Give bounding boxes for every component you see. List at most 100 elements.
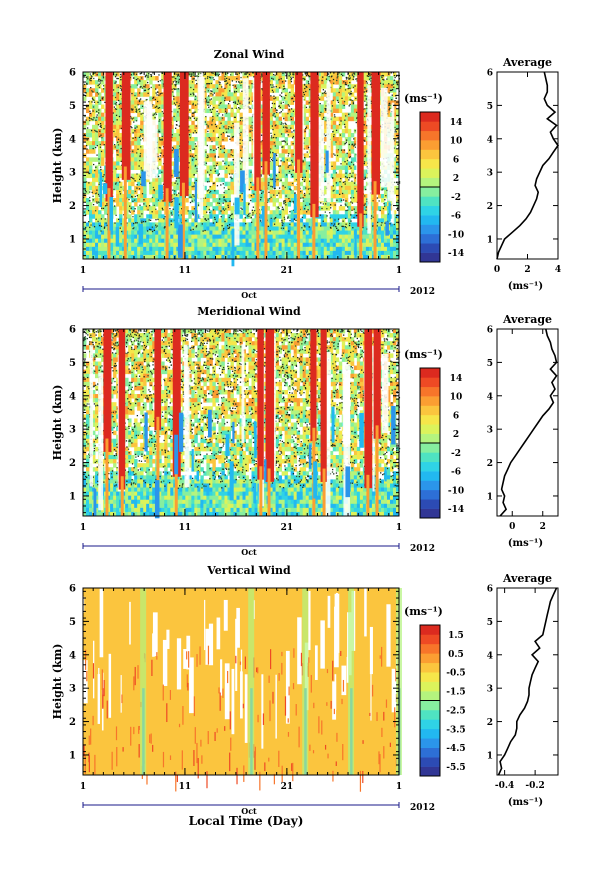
heatmap-cell — [302, 112, 307, 118]
heatmap-stipple — [174, 80, 176, 82]
heatmap-stipple — [219, 83, 221, 85]
heatmap-cell — [218, 120, 222, 126]
heatmap-stipple — [249, 137, 251, 139]
heatmap-cell — [305, 100, 310, 105]
heatmap-cell — [149, 234, 153, 240]
heatmap-cell — [332, 128, 337, 134]
heatmap-cell — [281, 88, 286, 93]
heatmap-stipple — [171, 134, 173, 136]
heatmap-stipple — [194, 181, 196, 184]
heatmap-stipple — [155, 92, 157, 94]
heatmap-cell — [362, 238, 367, 244]
heatmap-cell — [146, 226, 150, 231]
heatmap-cell — [194, 165, 198, 170]
heatmap-cell — [200, 238, 204, 244]
heatmap-stipple — [171, 83, 173, 85]
heatmap-cell — [239, 116, 243, 122]
heatmap-cell — [173, 193, 177, 199]
heatmap-cell — [194, 169, 198, 175]
heatmap-cell — [335, 218, 340, 223]
heatmap-stipple — [269, 197, 271, 200]
heatmap-cell — [227, 153, 231, 158]
heatmap-cell — [374, 254, 379, 260]
heatmap-cell — [131, 177, 135, 183]
heatmap-cell — [332, 76, 337, 81]
heatmap-stipple — [366, 82, 368, 84]
heatmap-cell — [233, 104, 237, 109]
heatmap-cell — [89, 132, 93, 138]
heatmap-cell — [344, 153, 349, 158]
heatmap-cell — [170, 88, 174, 93]
heatmap-cell — [368, 242, 373, 248]
heatmap-cell — [254, 238, 258, 244]
heatmap-stipple — [175, 177, 178, 179]
heatmap-stipple — [215, 125, 218, 128]
heatmap-cell — [287, 226, 292, 231]
heatmap-cell — [275, 72, 280, 77]
heatmap-cell — [395, 250, 400, 256]
heatmap-stipple — [88, 220, 90, 223]
heatmap-cell — [206, 120, 210, 126]
heatmap-stipple — [178, 80, 180, 82]
heatmap-cell — [326, 234, 331, 240]
heatmap-cell — [317, 242, 322, 248]
heatmap-cell — [380, 198, 385, 203]
heatmap-cell — [155, 198, 159, 203]
heatmap-cell — [137, 108, 141, 114]
heatmap-cell — [176, 193, 180, 199]
heatmap-cell — [323, 165, 328, 170]
heatmap-cell — [104, 218, 108, 223]
heatmap-cell — [392, 173, 397, 179]
heatmap-stipple — [85, 181, 88, 183]
heatmap-cell — [383, 84, 388, 89]
heatmap-cell — [290, 222, 295, 227]
heatmap-cell — [140, 161, 144, 166]
heatmap-cell — [128, 214, 132, 219]
heatmap-stipple — [305, 106, 308, 109]
heatmap-cell — [101, 72, 105, 77]
heatmap-cell — [191, 84, 195, 89]
heatmap-cell — [341, 193, 346, 199]
heatmap-cell — [350, 157, 355, 162]
heatmap-cell — [278, 141, 283, 146]
heatmap-stipple — [201, 223, 203, 225]
heatmap-cell — [383, 246, 388, 252]
heatmap-stipple — [272, 114, 274, 116]
heatmap-cell — [290, 88, 295, 93]
heatmap-cell — [344, 181, 349, 187]
heatmap-cell — [392, 132, 397, 138]
heatmap-stipple — [244, 73, 246, 75]
heatmap-cell — [275, 128, 280, 134]
heatmap-cell — [224, 210, 228, 215]
heatmap-cell — [155, 242, 159, 248]
heatmap-cell — [218, 124, 222, 130]
heatmap-stipple — [286, 143, 288, 145]
heatmap-cell — [209, 92, 213, 97]
heatmap-cell — [383, 242, 388, 248]
heatmap-cell — [305, 120, 310, 126]
heatmap-cell — [239, 112, 243, 118]
heatmap-stipple — [351, 180, 353, 182]
heatmap-cell — [230, 181, 234, 187]
heatmap-cell — [224, 238, 228, 244]
heatmap-cell — [395, 149, 400, 154]
heatmap-cell — [113, 161, 117, 166]
heatmap-cell — [92, 250, 96, 256]
heatmap-cell — [275, 132, 280, 138]
heatmap-cell — [137, 198, 141, 203]
heatmap-cell — [233, 112, 237, 118]
heatmap-cell — [104, 226, 108, 231]
heatmap-cell — [392, 116, 397, 122]
heatmap-cell — [173, 132, 177, 138]
heatmap-cell — [320, 108, 325, 114]
heatmap-stipple — [364, 115, 366, 118]
heatmap-cell — [140, 104, 144, 109]
heatmap-stipple — [259, 199, 262, 201]
heatmap-cell — [161, 250, 165, 256]
heatmap-cell — [131, 181, 135, 187]
heatmap-cell — [89, 128, 93, 134]
heatmap-cell — [248, 254, 252, 260]
heatmap-cell — [215, 226, 219, 231]
heatmap-cell — [392, 104, 397, 109]
